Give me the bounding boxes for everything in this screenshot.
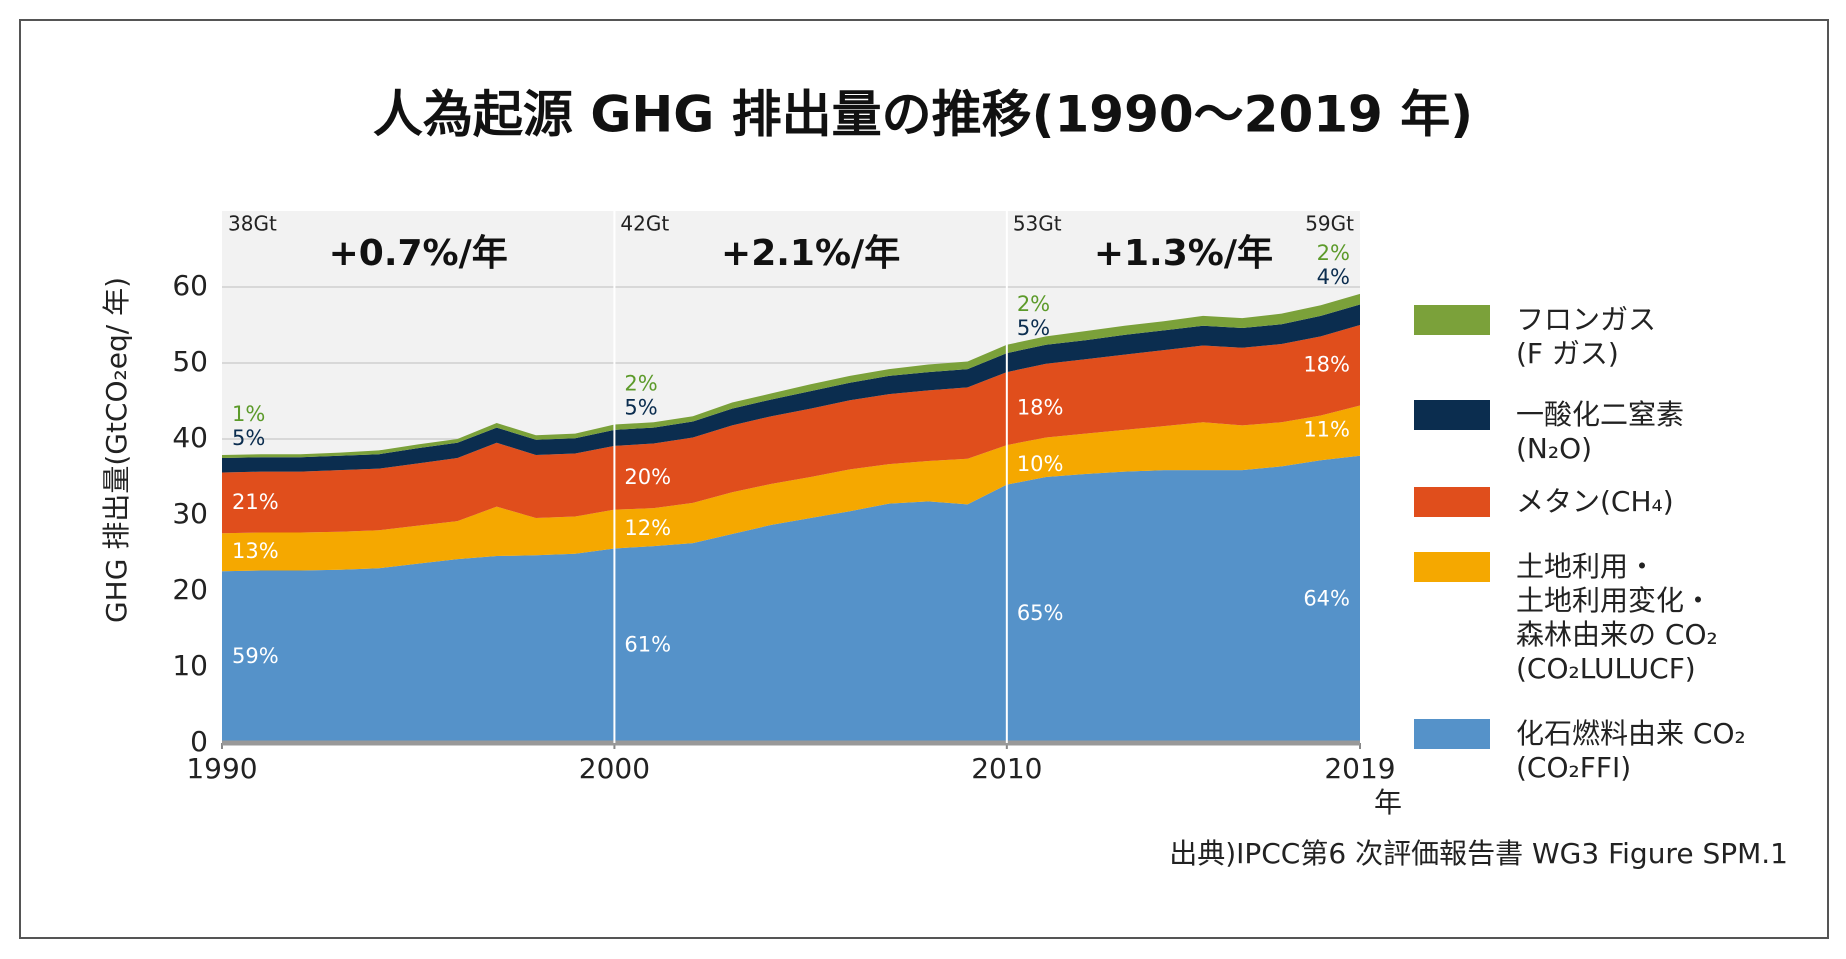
x-tick-label: 2019 (1324, 752, 1395, 785)
y-tick-label: 40 (172, 421, 208, 454)
share-label: 61% (624, 633, 671, 657)
legend-swatch (1414, 552, 1490, 582)
legend-item: フロンガス (F ガス) (1414, 303, 1657, 371)
y-tick-label: 60 (172, 269, 208, 302)
x-tick-label: 2010 (971, 752, 1042, 785)
area (222, 325, 1360, 534)
growth-rate: +0.7%/年 (329, 233, 508, 274)
share-label: 2% (1017, 292, 1050, 316)
share-label: 18% (1303, 352, 1350, 376)
total-label: 38Gt (228, 212, 277, 236)
area (222, 304, 1360, 473)
y-tick-label: 20 (172, 573, 208, 606)
legend-swatch (1414, 719, 1490, 749)
share-label: 2% (1317, 241, 1350, 265)
x-tick-label: 2000 (579, 752, 650, 785)
legend-label: 化石燃料由来 CO₂ (CO₂FFI) (1516, 717, 1746, 784)
share-label: 1% (232, 402, 265, 426)
legend-label: フロンガス (F ガス) (1516, 303, 1657, 370)
y-tick-label: 0 (190, 725, 208, 758)
share-label: 5% (1017, 316, 1050, 340)
area (222, 405, 1360, 572)
share-label: 12% (624, 516, 671, 540)
share-label: 2% (624, 372, 657, 396)
total-label: 59Gt (1305, 212, 1354, 236)
x-tick-label: 1990 (186, 752, 257, 785)
legend-label: 一酸化二窒素 (N₂O) (1516, 398, 1685, 465)
legend-item: 土地利用・ 土地利用変化・ 森林由来の CO₂ (CO₂LULUCF) (1414, 550, 1718, 686)
area (222, 455, 1360, 743)
growth-rate: +2.1%/年 (721, 233, 900, 274)
legend-item: 化石燃料由来 CO₂ (CO₂FFI) (1414, 717, 1746, 785)
y-axis-label: GHG 排出量(GtCO₂eq/ 年) (100, 277, 133, 623)
share-label: 21% (232, 490, 279, 514)
frame (19, 19, 1829, 939)
y-tick-label: 10 (172, 649, 208, 682)
share-label: 13% (232, 539, 279, 563)
total-label: 53Gt (1013, 212, 1062, 236)
area (222, 293, 1360, 458)
legend-label: メタン(CH₄) (1516, 485, 1674, 518)
share-label: 5% (232, 426, 265, 450)
growth-rate: +1.3%/年 (1094, 233, 1273, 274)
share-label: 20% (624, 465, 671, 489)
source: 出典)IPCC第6 次評価報告書 WG3 Figure SPM.1 (1169, 837, 1788, 870)
share-label: 10% (1017, 452, 1064, 476)
share-label: 64% (1303, 586, 1350, 610)
share-label: 65% (1017, 601, 1064, 625)
share-label: 59% (232, 644, 279, 668)
y-tick-label: 30 (172, 497, 208, 530)
legend-label: 土地利用・ 土地利用変化・ 森林由来の CO₂ (CO₂LULUCF) (1516, 550, 1718, 685)
legend-item: メタン(CH₄) (1414, 485, 1674, 519)
share-label: 18% (1017, 396, 1064, 420)
x-unit: 年 (1374, 786, 1402, 819)
legend-swatch (1414, 305, 1490, 335)
total-label: 42Gt (620, 212, 669, 236)
legend-item: 一酸化二窒素 (N₂O) (1414, 398, 1685, 466)
y-tick-label: 50 (172, 345, 208, 378)
share-label: 5% (624, 396, 657, 420)
share-label: 4% (1317, 265, 1350, 289)
legend-swatch (1414, 487, 1490, 517)
legend-swatch (1414, 400, 1490, 430)
share-label: 11% (1303, 418, 1350, 442)
chart-title: 人為起源 GHG 排出量の推移(1990〜2019 年) (373, 86, 1473, 144)
